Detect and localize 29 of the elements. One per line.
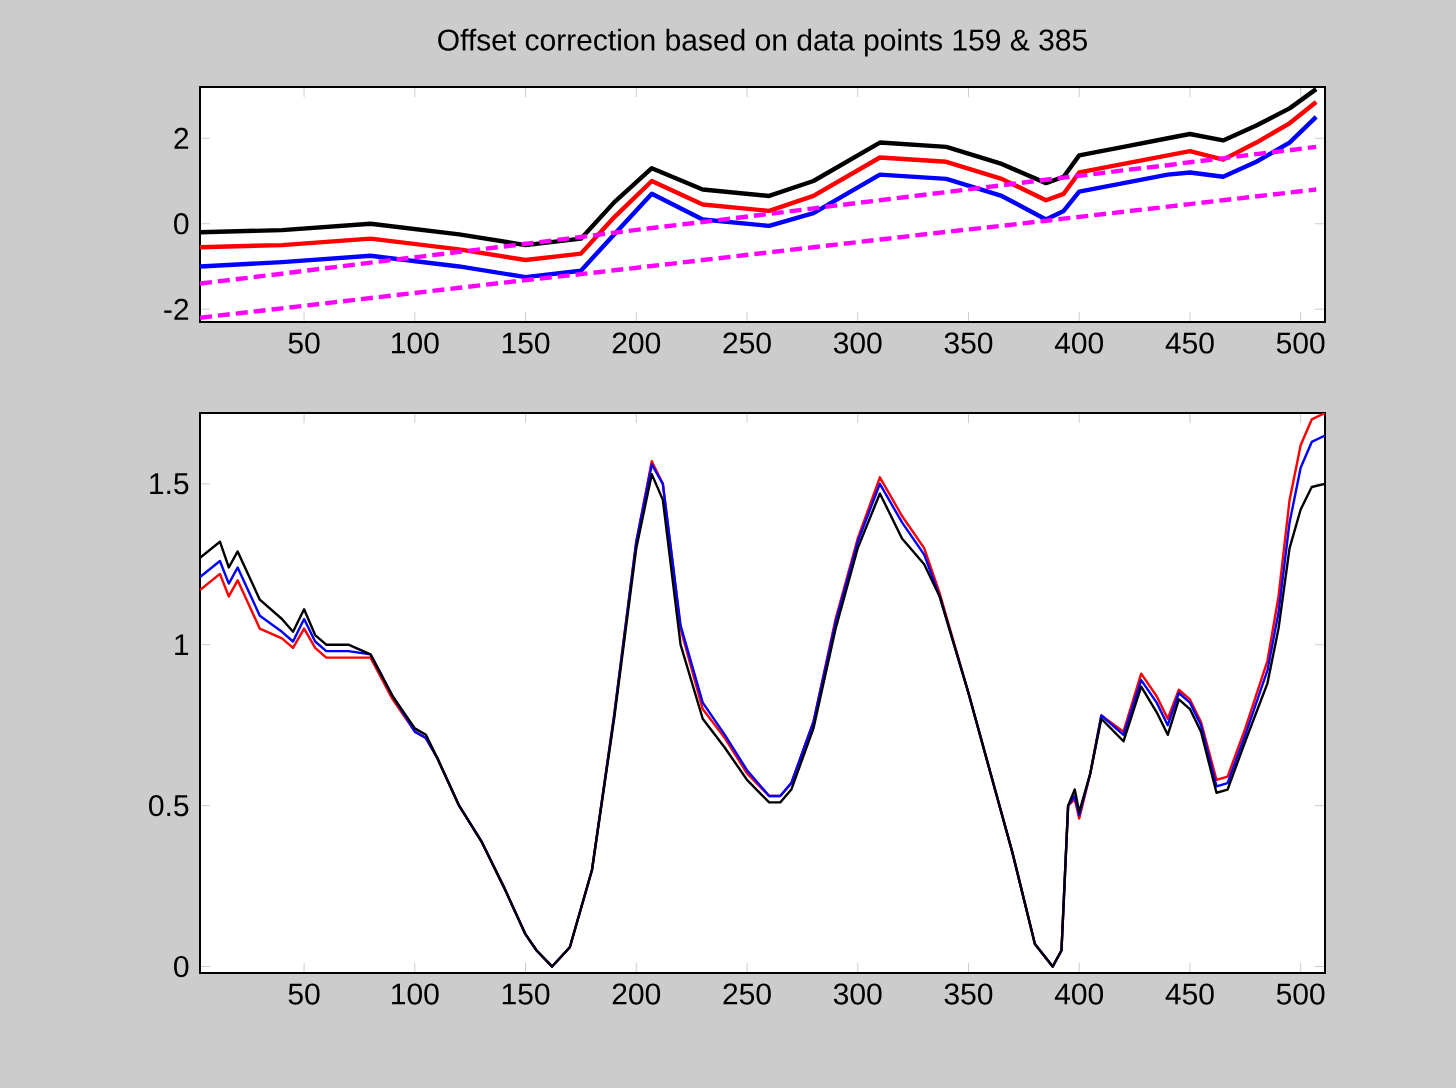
x-tick-label: 300 [833,332,882,354]
x-tick-label: 250 [723,983,771,1005]
line-series [200,144,1319,286]
x-tick-label: 250 [723,332,771,354]
y-tick-label: 0 [174,213,189,235]
x-tick-label: 50 [288,332,320,354]
x-tick-label: 400 [1054,983,1104,1005]
x-tick-label: 500 [1276,332,1325,354]
x-tick-label: 200 [612,332,661,354]
x-tick-label: 450 [1165,983,1214,1005]
x-tick-label: 150 [502,983,550,1005]
x-tick-label: 100 [392,332,439,354]
y-tick-label: 0 [174,955,189,978]
x-tick-label: 450 [1165,332,1214,354]
x-tick-label: 350 [944,983,993,1005]
y-tick-label: 0.5 [149,795,189,817]
x-tick-label: 500 [1276,983,1325,1005]
x-tick-label: 150 [502,332,550,354]
x-tick-label: 350 [944,332,993,354]
x-tick-label: 100 [392,983,439,1005]
x-tick-label: 50 [288,983,320,1005]
x-tick-label: 200 [612,983,661,1005]
y-tick-label: -2 [164,298,189,320]
x-tick-label: 400 [1054,332,1104,354]
x-tick-label: 300 [833,983,882,1005]
y-tick-label: 1.5 [150,473,189,495]
y-tick-label: 2 [174,127,189,149]
y-tick-label: 1 [175,634,189,656]
chart-title: Offset correction based on data points 159 & 385 [438,28,1087,57]
